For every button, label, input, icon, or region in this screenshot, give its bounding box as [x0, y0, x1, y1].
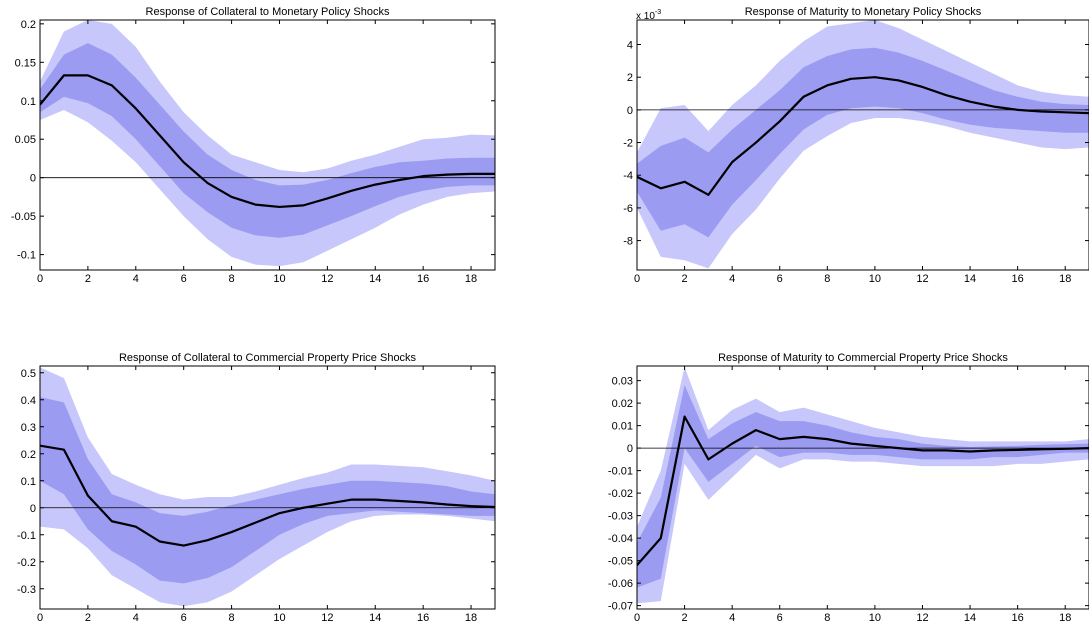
- x-tick-label: 8: [229, 612, 235, 624]
- y-tick-label: 0: [30, 503, 36, 515]
- x-tick-label: 12: [916, 612, 928, 624]
- y-tick-label: -8: [623, 236, 633, 248]
- x-tick-label: 12: [916, 273, 928, 285]
- x-tick-label: 4: [133, 273, 139, 285]
- y-tick-label: 0: [627, 105, 633, 117]
- x-tick-label: 18: [1059, 612, 1071, 624]
- y-tick-label: -0.1: [17, 250, 36, 262]
- chart-panel-2: 0 2 4 6 8 10 12 14 16 18 4 2 0 -2 -4 -6 -8 Response of Ma…: [623, 6, 1089, 285]
- x-tick-label: 2: [85, 612, 91, 624]
- x-tick-label: 0: [634, 612, 640, 624]
- y-tick-label: 0.2: [21, 449, 36, 461]
- y-tick-label: -0.07: [608, 601, 633, 613]
- x-tick-label: 14: [964, 273, 976, 285]
- chart-panel-3: 0 2 4 6 8 10 12 14 16 18 0.5 0.4 0.3 0.2 0.1 0 -0.1 -0.2 -…: [17, 352, 496, 624]
- y-tick-label: 0.5: [21, 368, 36, 380]
- y-tick-label: -0.1: [17, 530, 36, 542]
- x-tick-label: 10: [273, 612, 285, 624]
- x-tick-label: 18: [465, 273, 477, 285]
- median-response-line: [637, 76, 1089, 196]
- x-tick-label: 4: [729, 273, 735, 285]
- median-response-line: [40, 444, 495, 547]
- x-tick-label: 8: [824, 273, 830, 285]
- y-tick-label: 0.15: [15, 57, 36, 69]
- chart-title: Response of Collateral to Commercial Pro…: [119, 352, 417, 364]
- median-response-line: [40, 74, 495, 209]
- y-tick-label: 0.2: [21, 19, 36, 31]
- x-tick-label: 2: [682, 273, 688, 285]
- chart-title: Response of Maturity to Commercial Prope…: [718, 352, 1008, 364]
- y-tick-label: -6: [623, 203, 633, 215]
- outer-confidence-band: [40, 20, 495, 267]
- x-tick-label: 14: [369, 612, 381, 624]
- chart-panel-1: 0 2 4 6 8 10 12 14 16 18 0.2 0.15 0.1 0.05 0 -0.05 -0.1 R…: [11, 6, 496, 285]
- x-tick-label: 16: [417, 273, 429, 285]
- axes-box: [636, 365, 1089, 610]
- x-tick-label: 10: [869, 273, 881, 285]
- axes-box: [636, 19, 1089, 271]
- y-tick-label: -0.04: [608, 533, 633, 545]
- x-tick-label: 8: [229, 273, 235, 285]
- chart-title: Response of Maturity to Monetary Policy …: [745, 6, 982, 18]
- x-tick-label: 2: [682, 612, 688, 624]
- median-response-line: [637, 415, 1089, 566]
- y-tick-label: 0.1: [21, 96, 36, 108]
- y-tick-label: -0.05: [11, 211, 36, 223]
- x-tick-label: 10: [273, 273, 285, 285]
- x-tick-label: 6: [777, 612, 783, 624]
- y-tick-label: 0.4: [21, 395, 36, 407]
- y-tick-label: -0.2: [17, 557, 36, 569]
- y-tick-label: -0.06: [608, 578, 633, 590]
- y-tick-label: -2: [623, 138, 633, 150]
- y-tick-label: -0.01: [608, 466, 633, 478]
- inner-confidence-band: [40, 43, 495, 238]
- x-tick-label: 16: [417, 612, 429, 624]
- y-tick-label: 0.05: [15, 134, 36, 146]
- axes-box: [39, 365, 496, 610]
- x-tick-label: 18: [465, 612, 477, 624]
- y-tick-label: 0.1: [21, 476, 36, 488]
- y-tick-label: -0.3: [17, 584, 36, 596]
- y-tick-label: -4: [623, 170, 633, 182]
- y-tick-label: 0.02: [612, 398, 633, 410]
- y-tick-label: 2: [627, 72, 633, 84]
- x-tick-label: 16: [1012, 273, 1024, 285]
- x-tick-label: 16: [1012, 612, 1024, 624]
- y-tick-label: -0.02: [608, 488, 633, 500]
- x-tick-label: 12: [321, 612, 333, 624]
- chart-panel-4: 0 2 4 6 8 10 12 14 16 18 0.03 0.02 0.01 0 -0.01 -0.02 -0…: [608, 352, 1089, 624]
- chart-title: Response of Collateral to Monetary Polic…: [146, 6, 390, 18]
- y-tick-label: 0.3: [21, 422, 36, 434]
- x-tick-label: 14: [369, 273, 381, 285]
- y-tick-label: 4: [627, 40, 633, 52]
- x-tick-label: 12: [321, 273, 333, 285]
- y-tick-label: 0.03: [612, 376, 633, 388]
- x-tick-label: 0: [37, 273, 43, 285]
- y-tick-label: -0.03: [608, 511, 633, 523]
- x-tick-label: 6: [181, 612, 187, 624]
- y-tick-label: -0.05: [608, 556, 633, 568]
- y-tick-label: 0.01: [612, 421, 633, 433]
- x-tick-label: 14: [964, 612, 976, 624]
- x-tick-label: 6: [777, 273, 783, 285]
- x-tick-label: 0: [634, 273, 640, 285]
- x-tick-label: 2: [85, 273, 91, 285]
- inner-confidence-band: [637, 47, 1089, 238]
- x-tick-label: 0: [37, 612, 43, 624]
- x-tick-label: 6: [181, 273, 187, 285]
- x-tick-label: 4: [729, 612, 735, 624]
- y-tick-label: 0: [627, 443, 633, 455]
- axes-box: [39, 19, 496, 271]
- x-tick-label: 10: [869, 612, 881, 624]
- x-tick-label: 4: [133, 612, 139, 624]
- y-axis-exponent: x 10-3: [636, 9, 661, 22]
- inner-confidence-band: [637, 385, 1089, 588]
- y-tick-label: 0: [30, 173, 36, 185]
- x-tick-label: 8: [824, 612, 830, 624]
- x-tick-label: 18: [1059, 273, 1071, 285]
- outer-confidence-band: [637, 20, 1089, 269]
